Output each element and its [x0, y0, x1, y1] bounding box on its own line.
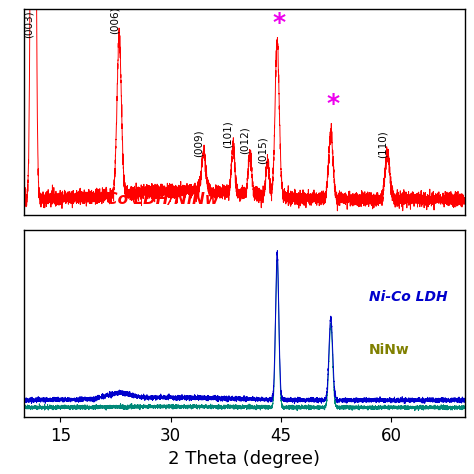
- Text: *: *: [327, 92, 339, 116]
- Text: (110): (110): [377, 130, 387, 158]
- Text: (009): (009): [194, 130, 204, 157]
- Text: (012): (012): [240, 126, 250, 154]
- Text: (006): (006): [109, 7, 119, 34]
- Text: Ni-Co LDH/NiNw: Ni-Co LDH/NiNw: [82, 192, 219, 207]
- Text: *: *: [273, 11, 286, 35]
- Text: NiNw: NiNw: [369, 343, 410, 357]
- X-axis label: 2 Theta (degree): 2 Theta (degree): [168, 450, 320, 468]
- Text: (015): (015): [258, 136, 268, 164]
- Text: (003): (003): [23, 11, 33, 38]
- Text: (101): (101): [223, 120, 233, 148]
- Text: Ni-Co LDH: Ni-Co LDH: [369, 291, 447, 304]
